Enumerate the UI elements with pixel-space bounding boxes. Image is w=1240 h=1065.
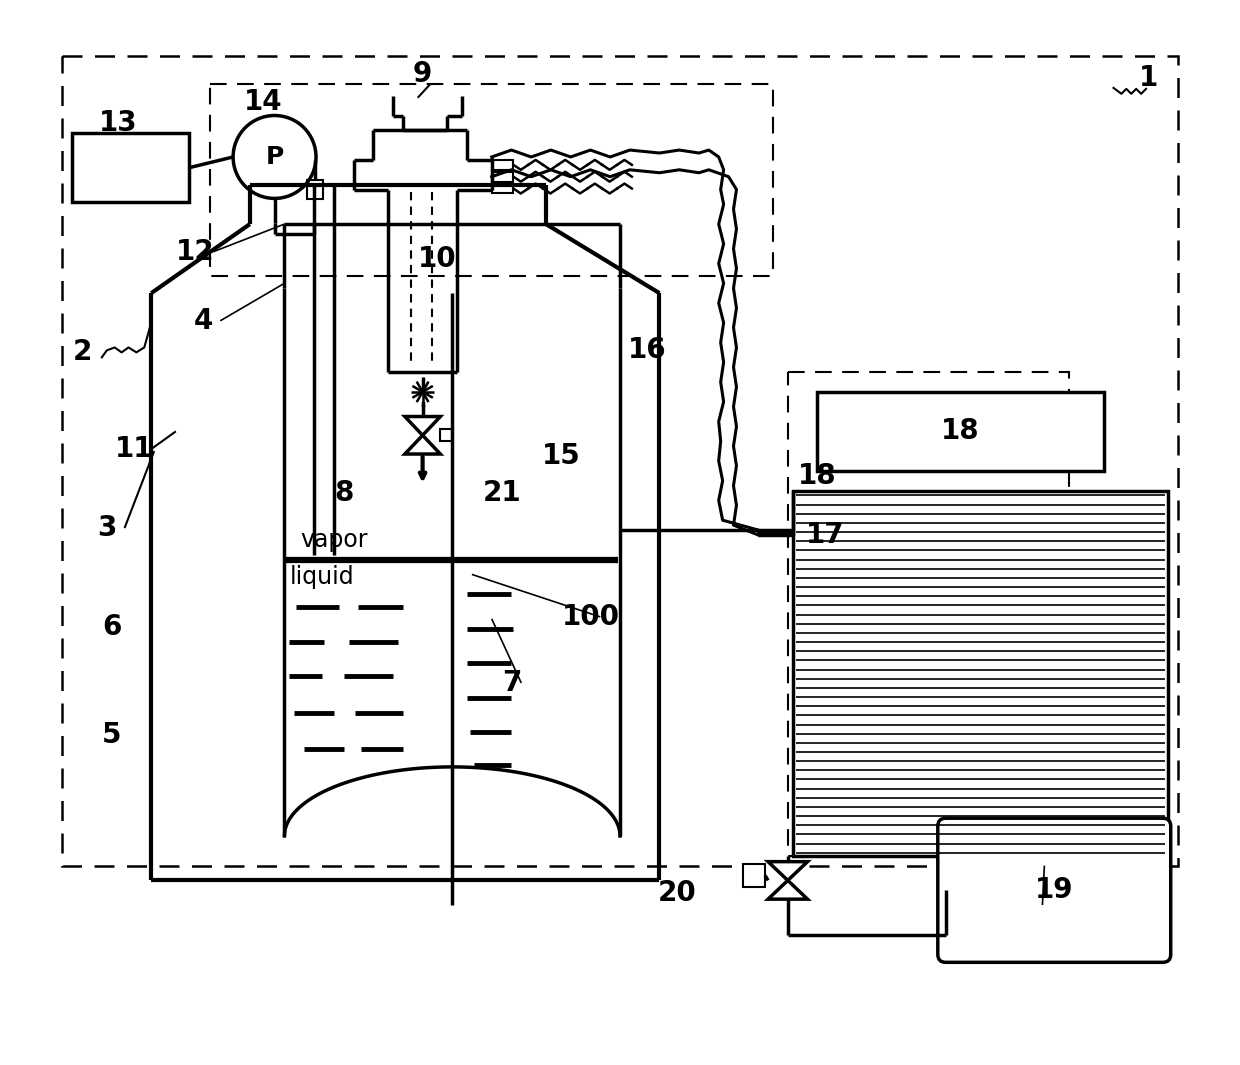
Bar [211,84,773,277]
Text: 5: 5 [102,721,122,750]
Text: 9: 9 [413,60,433,88]
Text: 7: 7 [502,669,521,697]
Bar [492,160,513,169]
Bar [792,491,1168,856]
Text: 6: 6 [102,612,122,641]
Bar [492,183,513,194]
Text: 100: 100 [562,603,620,630]
Text: 17: 17 [806,521,844,548]
Text: 20: 20 [658,880,697,907]
Text: liquid: liquid [290,566,355,589]
Bar [72,133,188,202]
Polygon shape [768,881,807,899]
Text: 11: 11 [115,436,154,463]
Text: 16: 16 [629,337,667,364]
Text: 15: 15 [542,442,580,470]
Text: 1: 1 [1138,64,1158,92]
Polygon shape [404,436,440,454]
Bar [440,429,453,441]
Text: 21: 21 [482,478,521,507]
Text: 10: 10 [418,245,456,273]
Text: 4: 4 [193,307,213,334]
Text: 14: 14 [243,87,281,116]
Text: 3: 3 [97,514,117,542]
Text: P: P [265,145,284,169]
Polygon shape [404,416,440,436]
Bar [492,171,513,182]
Bar [743,864,765,887]
Bar [308,180,322,199]
Text: 18: 18 [941,417,980,445]
Text: vapor: vapor [300,528,367,552]
Bar [817,392,1104,471]
Text: 13: 13 [99,110,138,137]
Text: 19: 19 [1035,876,1074,904]
Text: 2: 2 [72,339,92,366]
FancyBboxPatch shape [937,818,1171,963]
Polygon shape [768,862,807,881]
Bar [787,372,1069,856]
Text: 8: 8 [334,478,353,507]
Text: 12: 12 [176,237,215,265]
Text: 18: 18 [799,462,837,490]
Bar [62,56,1178,866]
